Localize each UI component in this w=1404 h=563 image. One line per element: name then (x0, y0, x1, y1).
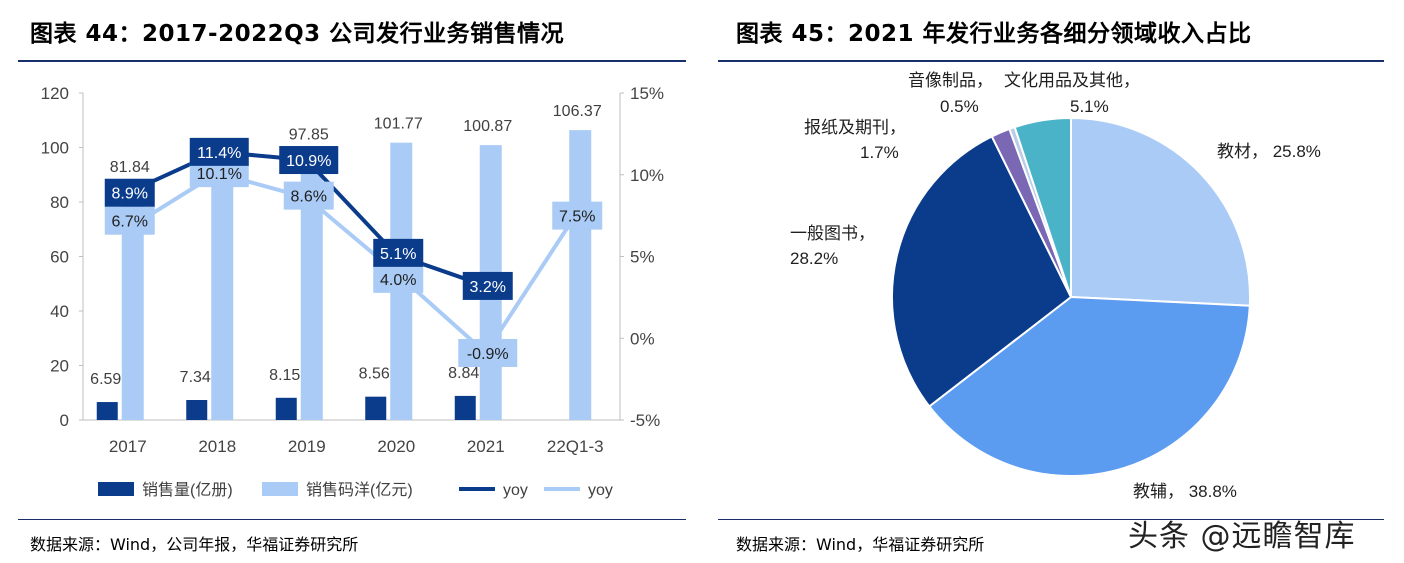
label-yoy-value-box (373, 264, 424, 293)
watermark: 头条 @远瞻智库 (1128, 519, 1356, 554)
x-tick-label: 2021 (467, 437, 505, 456)
slice-label: 5.1% (1070, 97, 1109, 116)
label-sales-value: 100.87 (463, 118, 512, 135)
y-tick-label-left: 20 (50, 357, 69, 376)
right-source-note: 数据来源：Wind，华福证券研究所 (736, 535, 985, 554)
legend-swatch (262, 482, 298, 496)
right-panel: 图表 45：2021 年发行业务各细分领域收入占比 教材， 25.8% 教辅， 3… (700, 0, 1404, 563)
label-sales-value: 106.37 (553, 103, 602, 120)
x-tick-label: 2017 (109, 437, 147, 456)
pie-slice-一般图书 (891, 135, 1073, 408)
bar-sales-value (121, 196, 144, 420)
pie-slice-教辅 (927, 295, 1251, 477)
label-sales-volume: 7.34 (180, 369, 211, 386)
legend-swatch (98, 482, 134, 496)
left-title-rule (18, 60, 686, 62)
label-yoy-value-box (552, 201, 603, 230)
slice-label: 1.7% (860, 143, 899, 162)
label-yoy-value-box (104, 206, 155, 235)
slice-label: 报纸及期刊， (804, 118, 906, 137)
y-tick-label-right: 10% (630, 166, 664, 185)
label-yoy-volume: 3.2% (470, 279, 506, 296)
y-tick-label-left: 100 (41, 139, 69, 158)
y-tick-label-right: 15% (630, 84, 664, 103)
left-chart-title: 图表 44：2017-2022Q3 公司发行业务销售情况 (30, 21, 565, 47)
left-source-rule (18, 519, 686, 520)
label-sales-value: 101.77 (374, 116, 423, 133)
legend-label: 销售量(亿册) (142, 481, 233, 499)
x-tick-label: 2019 (288, 437, 326, 456)
slice-label: 教辅， 38.8% (1133, 482, 1237, 501)
x-tick-label: 2020 (377, 437, 415, 456)
label-sales-volume: 6.59 (90, 371, 121, 388)
y-tick-label-left: 120 (41, 84, 69, 103)
left-panel: 图表 44：2017-2022Q3 公司发行业务销售情况 0 20 40 60 80 10… (0, 0, 690, 563)
pie-slice-文化用品及其他 (1013, 116, 1072, 298)
legend-label: yoy (588, 482, 613, 499)
y-tick-label-right: 0% (630, 329, 655, 348)
label-yoy-value: 4.0% (380, 272, 416, 289)
y-tick-label-left: 40 (50, 302, 69, 321)
label-yoy-volume-box (104, 178, 155, 207)
sales-chart: 0 20 40 60 80 100 120 -5% 0% 5% 10% 15% 2017 2018 2019… (41, 84, 664, 499)
label-sales-value: 81.84 (110, 159, 150, 176)
bar-sales-value (569, 130, 592, 420)
label-yoy-volume: 11.4% (197, 145, 241, 162)
y-tick-label-left: 0 (60, 411, 69, 430)
x-tick-label: 22Q1-3 (547, 437, 604, 456)
label-yoy-value-box (458, 338, 518, 367)
slice-label: 教材， 25.8% (1217, 142, 1321, 161)
pie-slice-教材 (1070, 116, 1251, 307)
x-tick-label: 2018 (198, 437, 236, 456)
slice-label: 文化用品及其他， (1004, 71, 1140, 90)
y-tick-label-left: 80 (50, 193, 69, 212)
label-yoy-value: 7.5% (559, 209, 595, 226)
right-title-rule (718, 60, 1384, 62)
slice-label: 0.5% (940, 97, 979, 116)
right-chart-title: 图表 45：2021 年发行业务各细分领域收入占比 (736, 21, 1252, 47)
label-yoy-value: -0.9% (467, 346, 509, 363)
legend-label: yoy (503, 482, 528, 499)
bar-sales-volume (454, 395, 476, 420)
label-yoy-volume: 5.1% (380, 246, 416, 263)
bar-sales-value (300, 153, 323, 420)
label-yoy-value: 6.7% (112, 214, 148, 231)
bar-sales-volume (365, 396, 387, 420)
legend-label: 销售码洋(亿元) (306, 481, 413, 499)
label-yoy-volume-box (189, 137, 249, 166)
y-tick-label-left: 60 (50, 248, 69, 267)
label-yoy-value: 8.6% (291, 189, 327, 206)
label-sales-value: 97.85 (289, 126, 329, 143)
slice-label: 一般图书， (790, 224, 875, 243)
label-yoy-value: 10.1% (197, 166, 242, 183)
bar-sales-volume (96, 402, 118, 420)
label-yoy-value-box (283, 181, 334, 210)
bar-sales-volume (186, 399, 208, 420)
slice-label: 音像制品， (908, 71, 993, 90)
label-yoy-volume-box (373, 238, 424, 267)
right-source-rule (718, 519, 1384, 520)
bar-sales-volume (275, 397, 297, 420)
line-yoy-value (125, 171, 578, 355)
y-tick-label-right: -5% (630, 411, 660, 430)
label-sales-volume: 8.15 (269, 367, 300, 384)
label-sales-volume: 8.56 (359, 366, 390, 383)
label-yoy-volume-box (462, 271, 513, 300)
label-yoy-volume-box (279, 146, 339, 175)
y-tick-label-right: 5% (630, 248, 655, 267)
left-source-note: 数据来源：Wind，公司年报，华福证券研究所 (30, 535, 359, 554)
label-sales-volume: 8.84 (448, 365, 479, 382)
bar-sales-value (211, 174, 234, 420)
label-yoy-volume: 10.9% (286, 153, 331, 170)
label-yoy-volume: 8.9% (112, 186, 148, 203)
revenue-share-pie: 教材， 25.8% 教辅， 38.8% 一般图书， 28.2% 报纸及期刊， 1.7% 音像… (790, 71, 1321, 501)
slice-label: 28.2% (790, 249, 838, 268)
